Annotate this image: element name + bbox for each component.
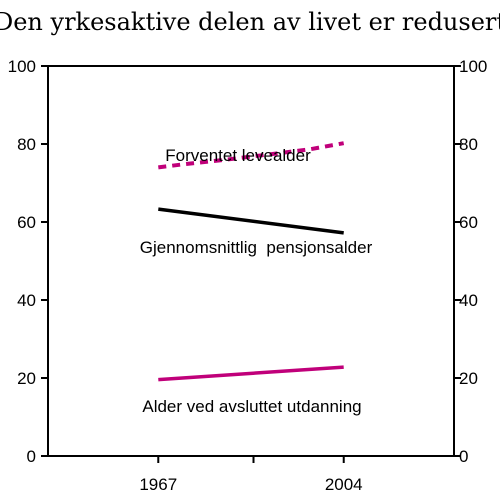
y-tick-label-right: 60 (459, 213, 478, 232)
y-tick-label-left: 0 (27, 447, 36, 466)
y-tick-label-right: 80 (459, 135, 478, 154)
y-tick-label-right: 40 (459, 291, 478, 310)
series-line-1 (158, 207, 344, 235)
x-tick-label: 1967 (139, 475, 177, 494)
plot-area: 0 0 20 20 40 40 60 60 80 80 100 100 1967 2004 Forvente… (8, 57, 488, 494)
y-tick-label-left: 20 (17, 369, 36, 388)
y-tick-label-left: 80 (17, 135, 36, 154)
y-tick-label-left: 60 (17, 213, 36, 232)
y-tick-label-right: 100 (459, 57, 487, 76)
y-tick-label-left: 40 (17, 291, 36, 310)
series-annotation-1: Gjennomsnittlig pensjonsalder (140, 238, 373, 257)
series-line-2 (158, 365, 344, 382)
x-tick-label: 2004 (325, 475, 363, 494)
series-annotation-0: Forventet levealder (165, 146, 311, 165)
plot-frame (47, 65, 455, 457)
series-line-0 (158, 141, 345, 170)
y-tick-label-right: 0 (459, 447, 468, 466)
series-annotation-2: Alder ved avsluttet utdanning (142, 397, 361, 416)
y-tick-label-left: 100 (8, 57, 36, 76)
y-tick-label-right: 20 (459, 369, 478, 388)
chart-title: Den yrkesaktive delen av livet er reduse… (0, 8, 500, 36)
